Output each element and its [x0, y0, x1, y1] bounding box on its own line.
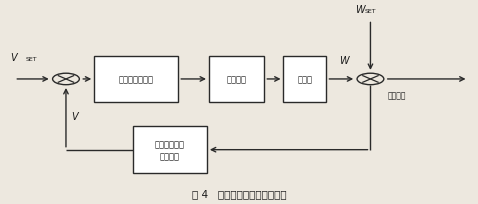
- Text: W: W: [355, 5, 364, 15]
- Text: SET: SET: [25, 57, 37, 62]
- Text: 给料速度测定
重量测定: 给料速度测定 重量测定: [155, 140, 185, 160]
- Text: V: V: [71, 111, 77, 121]
- Text: V: V: [11, 53, 17, 63]
- Text: 配料速度控制器: 配料速度控制器: [119, 75, 154, 84]
- Text: 给料装置: 给料装置: [227, 75, 247, 84]
- Text: W: W: [339, 56, 349, 66]
- Text: 图 4   给料速度控制方法方框图: 图 4 给料速度控制方法方框图: [192, 188, 286, 198]
- Text: 电子秤: 电子秤: [297, 75, 313, 84]
- Circle shape: [53, 74, 79, 85]
- Bar: [94, 57, 178, 102]
- Bar: [132, 126, 206, 173]
- Circle shape: [357, 74, 384, 85]
- Bar: [283, 57, 326, 102]
- Bar: [209, 57, 264, 102]
- Text: 称量结束: 称量结束: [387, 91, 406, 100]
- Text: SET: SET: [364, 9, 376, 14]
